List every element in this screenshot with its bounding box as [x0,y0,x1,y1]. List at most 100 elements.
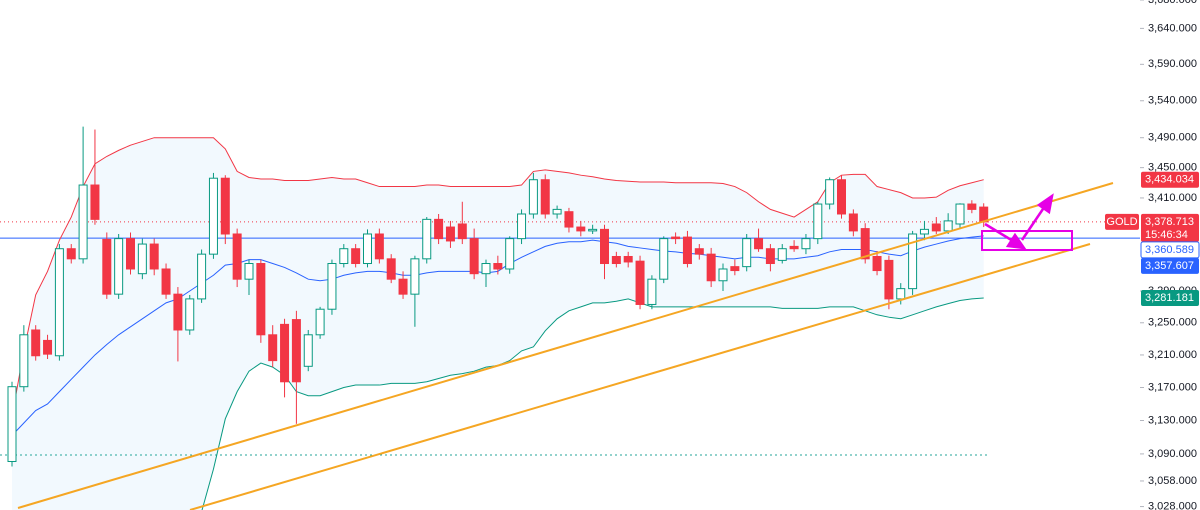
candle-body [256,263,266,336]
candle-body [789,245,799,250]
candle-body [493,263,503,270]
y-tick-label: 3,640.000 [1148,22,1197,34]
candle-body [457,223,467,240]
candle-body [280,323,290,383]
candle-body [351,248,361,265]
candle-body [896,288,906,300]
candle-body [600,228,609,265]
y-tick-label: 3,028.000 [1148,500,1197,510]
candle-body [434,218,444,240]
price-tag-label: 3,378.713 [1145,216,1194,228]
trendline [17,182,1114,509]
candle-body [742,238,752,268]
candle-body [860,228,870,260]
candle-body [528,179,538,215]
price-tag [1141,257,1199,274]
line-layer [0,137,1140,510]
price-tag-label: 3,434.034 [1145,174,1194,186]
candle-body [706,253,716,282]
candle-body [588,228,598,232]
candle-body [919,228,929,235]
candle-body [161,268,171,295]
candle-body [126,238,135,270]
candle-body [517,213,527,240]
band-fill [12,137,984,510]
symbol-label: GOLD [1106,216,1137,228]
candle-body [78,184,88,260]
symbol-tag [1105,213,1139,230]
candle-body [908,233,918,290]
band-line [201,297,984,510]
plot-area [0,126,1140,510]
price-tag-label: 3,281.181 [1145,292,1194,304]
candle-body [445,226,455,242]
candle-body [564,211,574,228]
countdown: 15:46:34 [1145,229,1188,241]
candle-body [220,177,230,235]
candle-body [327,263,337,310]
candle-body [102,238,112,295]
candle-body [635,260,645,305]
y-tick-label: 3,090.000 [1148,448,1197,460]
y-tick-label: 3,210.000 [1148,349,1197,361]
candle-body [943,220,953,232]
candle-body [694,248,704,255]
candle-body [730,266,740,272]
candle-body [374,233,384,260]
price-tag [1141,213,1199,242]
candle-body [682,236,692,265]
y-tick-label: 3,490.000 [1148,132,1197,144]
candle-body [422,218,432,260]
candle-body [398,278,408,295]
candle-body [315,308,325,336]
y-tick-label: 3,450.000 [1148,162,1197,174]
candle-body [825,179,835,205]
candle-body [931,223,941,232]
band-fill-layer [12,137,984,510]
candle-body [173,293,183,331]
candle-body [872,255,882,272]
candle-body [339,248,349,265]
candle-body [185,298,195,331]
candle-body [777,248,787,261]
price-tag-label: 3,357.607 [1145,260,1194,272]
y-tick-label: 3,058.000 [1148,475,1197,487]
candle-body [671,236,681,240]
y-tick-label: 3,410.000 [1148,192,1197,204]
candle-body [386,258,396,280]
arrow-head [1005,232,1027,250]
candle-layer [7,126,989,467]
band-line [11,137,984,417]
y-tick-label: 3,680.000 [1148,0,1197,6]
candle-body [197,253,207,300]
candle-body [469,238,479,275]
candle-body [754,238,764,250]
candle-body [43,339,53,355]
arrow-head [1036,193,1054,215]
candle-body [848,213,858,232]
candle-body [363,233,372,265]
price-axis-labels: 3,680.000 3,640.000 3,590.000 3,540.000 3,49… [1140,0,1197,510]
candle-body [244,263,254,280]
arrow-line [1020,205,1047,241]
candle-body [410,258,420,295]
candle-body [765,248,775,265]
candle-body [955,203,965,225]
candle-body [481,263,491,275]
candle-body [801,238,811,250]
candle-body [659,238,669,280]
candle-body [66,248,76,260]
candle-body [114,238,124,295]
candle-body [967,203,977,210]
candle-body [137,243,147,275]
candle-body [505,238,515,270]
candle-body [813,203,823,240]
candle-body [268,334,278,362]
candle-body [718,268,728,282]
candle-body [623,255,633,263]
candle-body [232,233,242,280]
candle-body [540,179,550,215]
candle-body [552,208,562,215]
